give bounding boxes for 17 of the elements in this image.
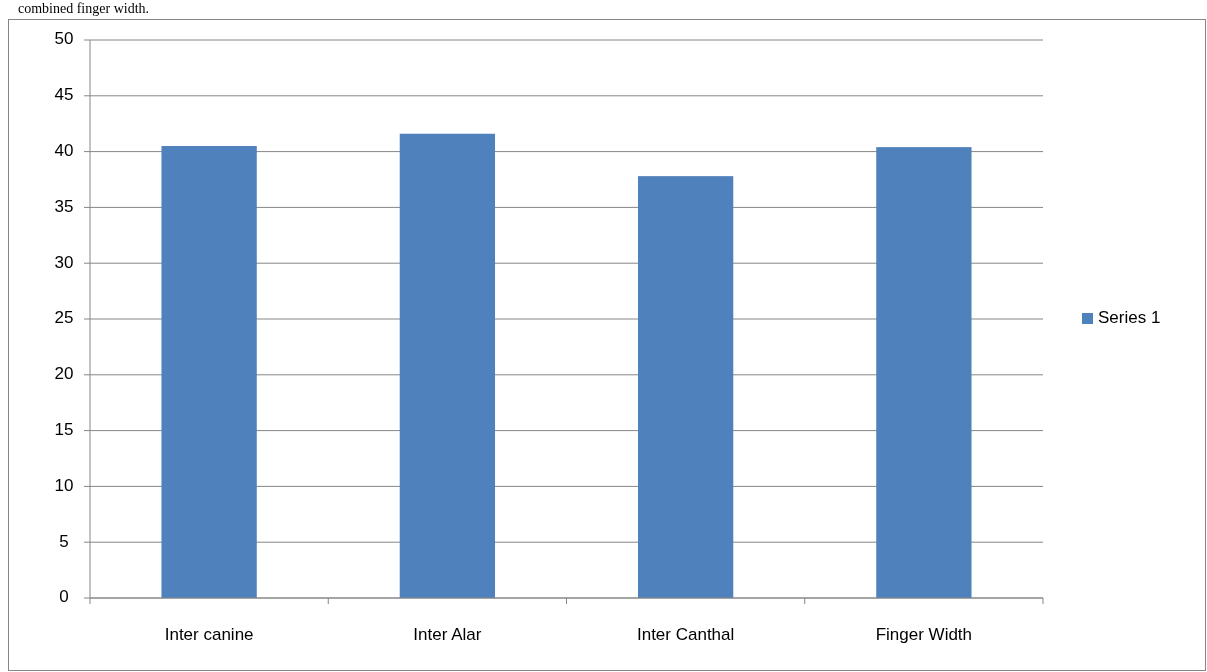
y-tick-label: 5 [59,531,69,551]
y-tick-label: 20 [54,364,74,384]
y-tick-label: 35 [54,196,74,216]
y-tick-label: 45 [54,85,74,105]
text: combined finger width. [18,1,150,17]
y-tick-label: 15 [54,420,74,440]
x-tick-label: Inter Alar [413,625,482,645]
y-tick-label: 50 [54,29,74,49]
y-tick-label: 10 [54,475,74,495]
x-tick-label: Finger Width [875,625,973,645]
y-tick-label: 0 [59,587,69,607]
y-tick-label: 30 [54,252,74,272]
x-tick-label: Inter canine [164,625,254,645]
y-tick-label: 40 [54,141,74,161]
y-tick-label: 25 [54,308,74,328]
x-tick-label: Inter Canthal [636,625,735,645]
legend-label: Series 1 [1098,308,1161,328]
